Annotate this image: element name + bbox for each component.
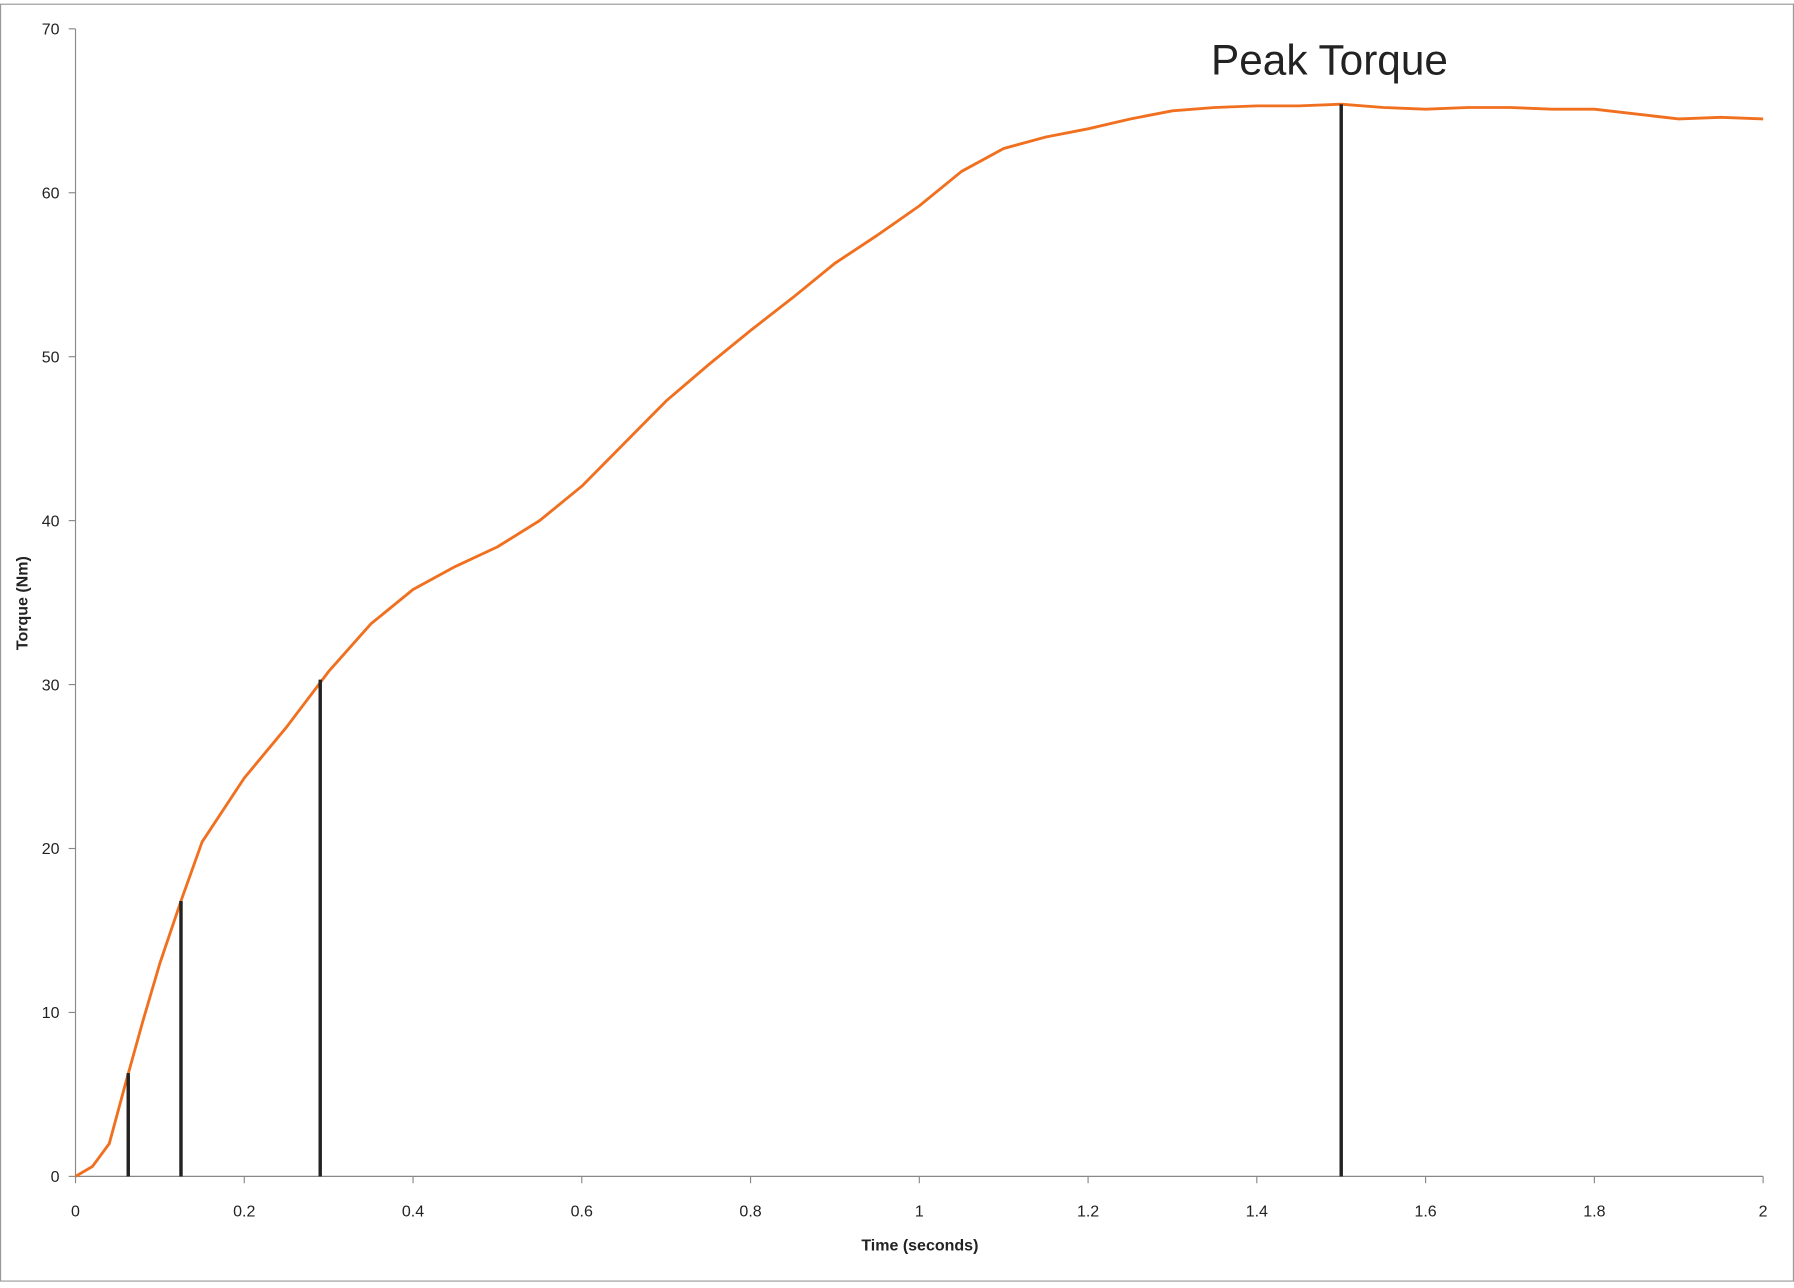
line-series — [74, 102, 1764, 1178]
y-tick-label: 70 — [42, 22, 60, 39]
x-tick-label: 0 — [71, 1203, 80, 1220]
y-tick-label: 0 — [51, 1169, 60, 1186]
y-tick-label: 50 — [42, 349, 60, 366]
y-tick-label: 20 — [42, 841, 60, 858]
y-tick-label: 40 — [42, 513, 60, 530]
x-tick-label: 1 — [915, 1203, 924, 1220]
x-tick-label: 0.8 — [739, 1203, 761, 1220]
annotation: Peak Torque — [1211, 37, 1448, 84]
y-axis-label: Torque (Nm) — [14, 556, 31, 650]
x-tick-label: 1.2 — [1077, 1203, 1099, 1220]
y-tick-label: 60 — [42, 185, 60, 202]
x-tick-label: 0.6 — [571, 1203, 593, 1220]
y-tick-label: 30 — [42, 677, 60, 694]
x-tick-label: 2 — [1759, 1203, 1768, 1220]
x-axis-label: Time (seconds) — [861, 1238, 978, 1255]
y-tick-label: 10 — [42, 1005, 60, 1022]
x-tick-label: 1.8 — [1583, 1203, 1605, 1220]
frame — [0, 3, 1794, 1282]
x-tick-label: 0.2 — [233, 1203, 255, 1220]
x-tick-label: 1.6 — [1414, 1203, 1436, 1220]
x-tick-label: 0.4 — [402, 1203, 424, 1220]
x-tick-label: 1.4 — [1246, 1203, 1268, 1220]
